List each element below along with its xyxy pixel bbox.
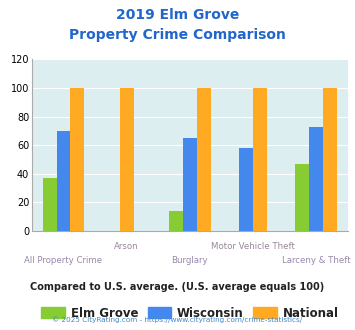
Text: All Property Crime: All Property Crime [24, 256, 103, 265]
Bar [197, 88, 211, 231]
Legend: Elm Grove, Wisconsin, National: Elm Grove, Wisconsin, National [36, 302, 344, 325]
Bar [169, 211, 183, 231]
Bar [239, 148, 253, 231]
Bar [323, 88, 337, 231]
Bar [56, 131, 71, 231]
Bar [183, 138, 197, 231]
Text: Motor Vehicle Theft: Motor Vehicle Theft [211, 242, 295, 251]
Bar [253, 88, 267, 231]
Text: Arson: Arson [114, 242, 139, 251]
Bar [43, 178, 56, 231]
Text: Larceny & Theft: Larceny & Theft [282, 256, 351, 265]
Text: Property Crime Comparison: Property Crime Comparison [69, 28, 286, 42]
Bar [120, 88, 134, 231]
Bar [295, 164, 309, 231]
Text: © 2025 CityRating.com - https://www.cityrating.com/crime-statistics/: © 2025 CityRating.com - https://www.city… [53, 317, 302, 323]
Bar [309, 127, 323, 231]
Bar [71, 88, 84, 231]
Text: Compared to U.S. average. (U.S. average equals 100): Compared to U.S. average. (U.S. average … [31, 282, 324, 292]
Text: Burglary: Burglary [171, 256, 208, 265]
Text: 2019 Elm Grove: 2019 Elm Grove [116, 8, 239, 22]
